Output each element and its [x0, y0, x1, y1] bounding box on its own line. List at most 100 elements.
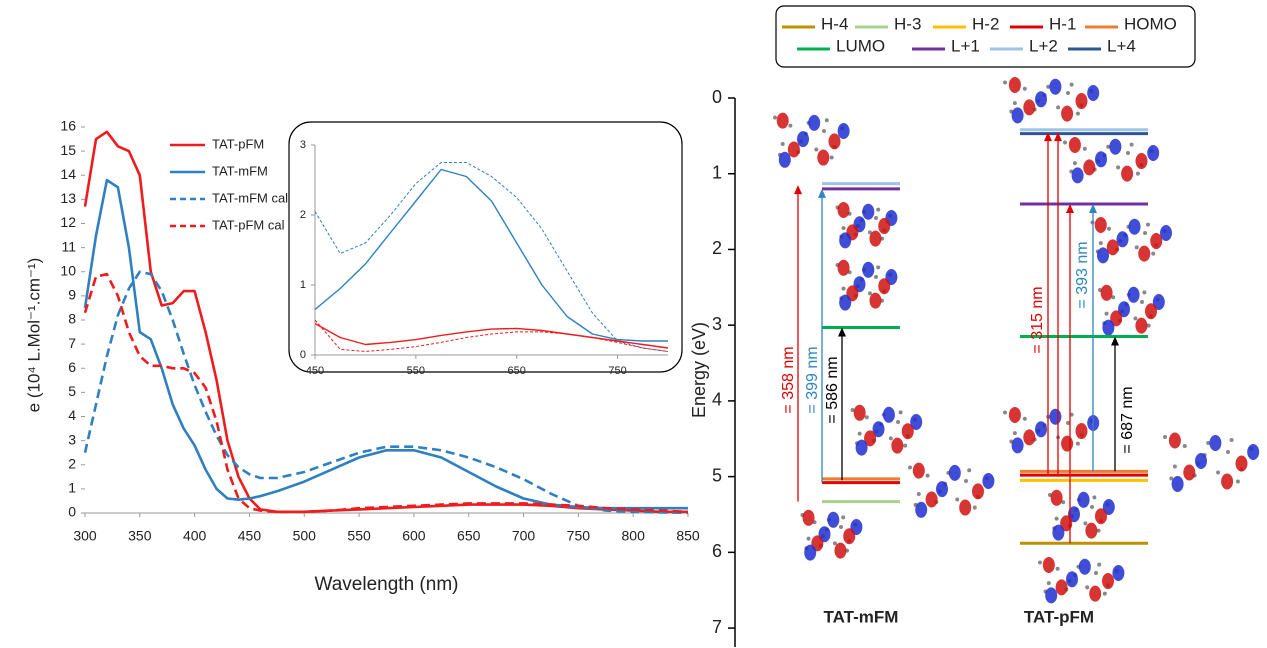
atom	[896, 420, 900, 424]
atom	[1022, 86, 1027, 91]
atom	[867, 230, 872, 235]
lobe	[1221, 473, 1234, 490]
series-line	[83, 178, 688, 510]
x-tick-label: 450	[238, 528, 262, 544]
atom	[1082, 146, 1087, 151]
lobe	[855, 439, 868, 456]
atom	[806, 536, 811, 541]
y-tick-label: 8	[68, 311, 76, 327]
orbital-image	[1038, 556, 1125, 604]
atom	[1097, 562, 1102, 567]
lobe	[1135, 153, 1148, 170]
category-label: TAT-mFM	[824, 607, 899, 626]
legend-label: LUMO	[836, 36, 885, 55]
lobe	[778, 151, 791, 168]
lobe	[1100, 284, 1113, 301]
orbital-image	[800, 509, 863, 561]
arrow-head	[1054, 132, 1062, 142]
x-tick-label: 800	[622, 528, 646, 544]
y-tick-label: 1	[68, 480, 76, 496]
lobe	[839, 232, 852, 249]
atom	[1085, 585, 1090, 590]
atom	[964, 479, 968, 483]
lobe	[1127, 286, 1140, 303]
lobe	[1195, 453, 1207, 469]
legend-label: L+4	[1107, 36, 1136, 55]
legend-label: TAT-mFM	[212, 163, 268, 178]
atom	[1012, 431, 1017, 436]
atom	[841, 515, 846, 520]
lobe	[776, 112, 789, 129]
atom	[1003, 410, 1007, 415]
y-tick-label: 3	[300, 139, 306, 151]
series-line	[314, 322, 669, 349]
atom	[955, 497, 960, 502]
atom	[841, 286, 846, 291]
transition-label: = 399 nm	[804, 346, 821, 413]
y-tick-label: 14	[60, 166, 76, 182]
lobe	[1135, 317, 1148, 334]
lobe	[808, 114, 821, 131]
atom	[832, 541, 837, 546]
atom	[876, 265, 881, 270]
lobe	[864, 430, 877, 447]
x-axis-label: Wavelength (nm)	[315, 574, 459, 595]
atom	[822, 129, 826, 133]
atom	[903, 443, 908, 448]
atom	[1169, 476, 1174, 481]
inset-frame	[288, 121, 683, 373]
atom	[1163, 435, 1167, 439]
atom	[1134, 245, 1139, 250]
lobe	[1061, 105, 1074, 122]
legend-label: H-2	[972, 14, 999, 33]
atom	[874, 275, 878, 279]
atom	[1104, 311, 1109, 316]
lobe	[828, 133, 841, 150]
atom	[1172, 464, 1177, 469]
y-tick-label: 15	[60, 142, 76, 158]
legend-label: TAT-pFM	[212, 136, 264, 151]
lobe	[1121, 165, 1134, 182]
orbital-image	[1090, 216, 1172, 264]
legend-label: H-1	[1049, 14, 1076, 33]
lobe	[862, 261, 875, 278]
atom	[1146, 323, 1151, 328]
orbital-image	[1098, 284, 1165, 336]
atom	[1092, 495, 1097, 500]
lobe	[1023, 429, 1036, 446]
lobe	[1110, 310, 1123, 327]
lobe	[1049, 408, 1062, 425]
lobe	[1089, 585, 1102, 602]
legend-label: L+1	[951, 36, 980, 55]
orbital-image	[1163, 432, 1260, 492]
y-tick-label: 0	[712, 87, 722, 107]
orbital-image	[835, 201, 898, 249]
atom	[1066, 91, 1070, 95]
atom	[916, 492, 921, 497]
atom	[1063, 140, 1067, 145]
lobe	[1008, 76, 1021, 93]
atom	[1046, 581, 1051, 586]
lobe	[915, 501, 928, 518]
atom	[888, 436, 893, 441]
lobe	[797, 131, 809, 148]
atom	[1012, 101, 1017, 106]
lobe	[1235, 455, 1248, 472]
legend-label: H-3	[894, 14, 921, 33]
legend-label: HOMO	[1124, 14, 1177, 33]
lobe	[901, 423, 914, 440]
y-tick-label: 2	[300, 209, 306, 221]
atom	[864, 415, 869, 420]
lobe	[1085, 522, 1098, 539]
lobe	[1102, 499, 1115, 515]
atom	[1216, 470, 1221, 475]
atom	[857, 431, 862, 436]
x-tick-label: 650	[457, 528, 481, 544]
lobe	[1087, 85, 1100, 101]
atom	[841, 226, 846, 231]
x-tick-label: 300	[73, 528, 97, 544]
atom	[1098, 241, 1103, 246]
atom	[1151, 251, 1156, 256]
lobe	[1077, 491, 1090, 508]
